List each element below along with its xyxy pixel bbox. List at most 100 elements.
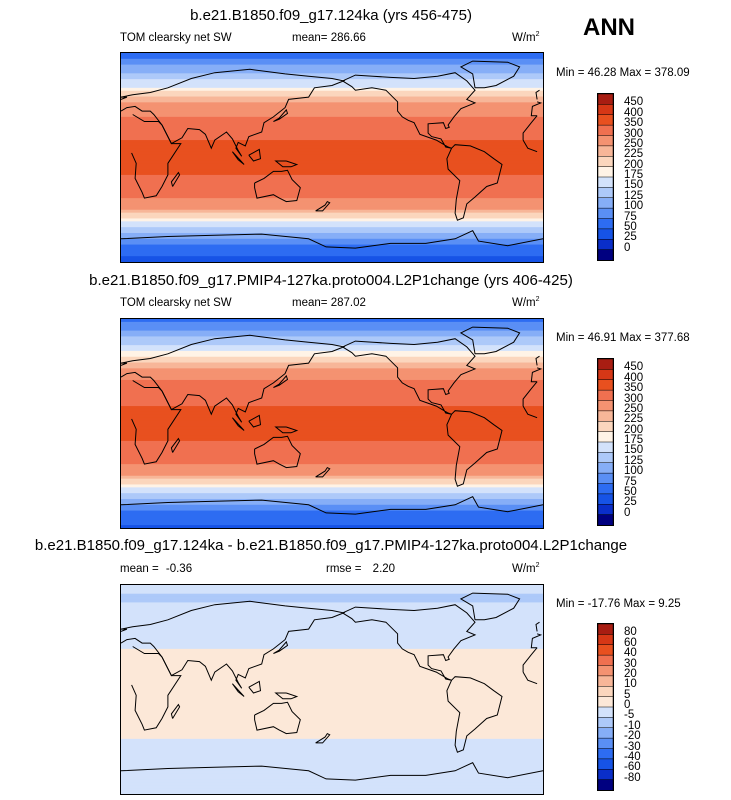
map-band xyxy=(121,478,543,483)
map-band xyxy=(121,648,543,653)
panel-2-map xyxy=(120,318,544,529)
colorbar-box xyxy=(598,737,613,750)
panel-2-units-sup: 2 xyxy=(535,296,540,303)
map-band xyxy=(121,443,543,448)
panel-3-rmse-label: rmse = xyxy=(326,563,362,575)
colorbar-box xyxy=(598,187,613,199)
coastline xyxy=(315,200,331,212)
map-band xyxy=(121,782,543,786)
map-band xyxy=(121,215,543,219)
coastline xyxy=(170,437,181,453)
panel-1-cbar-label: 300 xyxy=(624,127,644,140)
map-band xyxy=(121,232,543,237)
map-band xyxy=(121,596,543,601)
panel-3-cbar-label: 40 xyxy=(624,647,637,660)
coastline xyxy=(170,171,181,187)
map-band xyxy=(121,490,543,494)
coastline xyxy=(121,628,543,649)
colorbar-box xyxy=(598,779,613,790)
map-band xyxy=(121,122,543,127)
map-band xyxy=(121,669,543,673)
map-band xyxy=(121,599,543,603)
map-band xyxy=(121,704,543,708)
panel-2-mean-value: 287.02 xyxy=(330,297,366,309)
map-band xyxy=(121,677,543,682)
map-band xyxy=(121,721,543,725)
panel-2-colorbar xyxy=(597,358,614,526)
panel-3-units-text: W/m xyxy=(512,562,536,575)
map-band xyxy=(121,119,543,124)
map-band xyxy=(121,619,543,624)
map-band xyxy=(121,342,543,346)
colorbar-box xyxy=(598,389,613,402)
map-band xyxy=(121,250,543,254)
panel-3-cbar-label: 10 xyxy=(624,678,637,691)
map-band xyxy=(121,209,543,214)
map-band xyxy=(121,762,543,766)
map-band xyxy=(121,206,543,211)
colorbar-box xyxy=(598,104,613,116)
panel-2-variable: TOM clearsky net SW xyxy=(120,297,232,309)
map-band xyxy=(121,590,543,595)
map-band xyxy=(121,64,543,69)
map-band xyxy=(121,348,543,352)
map-band xyxy=(121,496,543,500)
map-band xyxy=(121,663,543,667)
panel-1-cbar-label: 400 xyxy=(624,106,644,119)
coastline xyxy=(342,72,477,149)
map-band xyxy=(121,134,543,138)
map-band xyxy=(121,203,543,208)
coastline xyxy=(254,435,301,469)
coastline xyxy=(446,676,503,753)
map-band xyxy=(121,113,543,118)
panel-2-cbar-label: 300 xyxy=(624,392,644,405)
map-band xyxy=(121,516,543,520)
map-band xyxy=(121,645,543,650)
map-band xyxy=(121,374,543,378)
map-band xyxy=(121,235,543,240)
map-band xyxy=(121,319,543,323)
colorbar-box xyxy=(598,156,613,168)
panel-2-mean: mean= 287.02 xyxy=(292,297,366,309)
map-band xyxy=(121,163,543,167)
coastline xyxy=(273,108,289,122)
map-band xyxy=(121,388,543,393)
colorbar-box xyxy=(598,675,613,687)
colorbar-box xyxy=(598,218,613,230)
colorbar-box xyxy=(598,696,613,708)
map-band xyxy=(121,484,543,488)
map-band xyxy=(121,519,543,523)
panel-2-cbar-label: 150 xyxy=(624,444,644,457)
map-band xyxy=(121,475,543,480)
map-band xyxy=(121,382,543,387)
map-band xyxy=(121,435,543,439)
panel-3-cbar-label: -40 xyxy=(624,750,641,763)
map-band xyxy=(121,336,543,340)
map-band xyxy=(121,683,543,688)
map-band xyxy=(121,724,543,728)
map-band xyxy=(121,715,543,720)
coastline xyxy=(231,151,245,165)
map-band xyxy=(121,61,543,66)
panel-1-cbar-label: 25 xyxy=(624,231,637,244)
map-band xyxy=(121,730,543,734)
map-band xyxy=(121,73,543,77)
map-band xyxy=(121,148,543,153)
map-band xyxy=(121,461,543,465)
map-band xyxy=(121,125,543,129)
map-band xyxy=(121,455,543,459)
panel-2-cbar-label: 350 xyxy=(624,382,644,395)
map-band xyxy=(121,660,543,664)
panel-1-title: b.e21.B1850.f09_g17.124ka (yrs 456-475) xyxy=(190,7,472,24)
coastline xyxy=(315,732,331,744)
map-band xyxy=(121,438,543,442)
colorbar-box xyxy=(598,758,613,770)
coastline xyxy=(535,621,540,632)
panel-3-map-svg xyxy=(121,585,543,794)
colorbar-box xyxy=(598,166,613,178)
map-band xyxy=(121,637,543,641)
map-band xyxy=(121,727,543,731)
coastline xyxy=(535,89,540,100)
colorbar-box xyxy=(598,452,613,464)
map-band xyxy=(121,145,543,150)
